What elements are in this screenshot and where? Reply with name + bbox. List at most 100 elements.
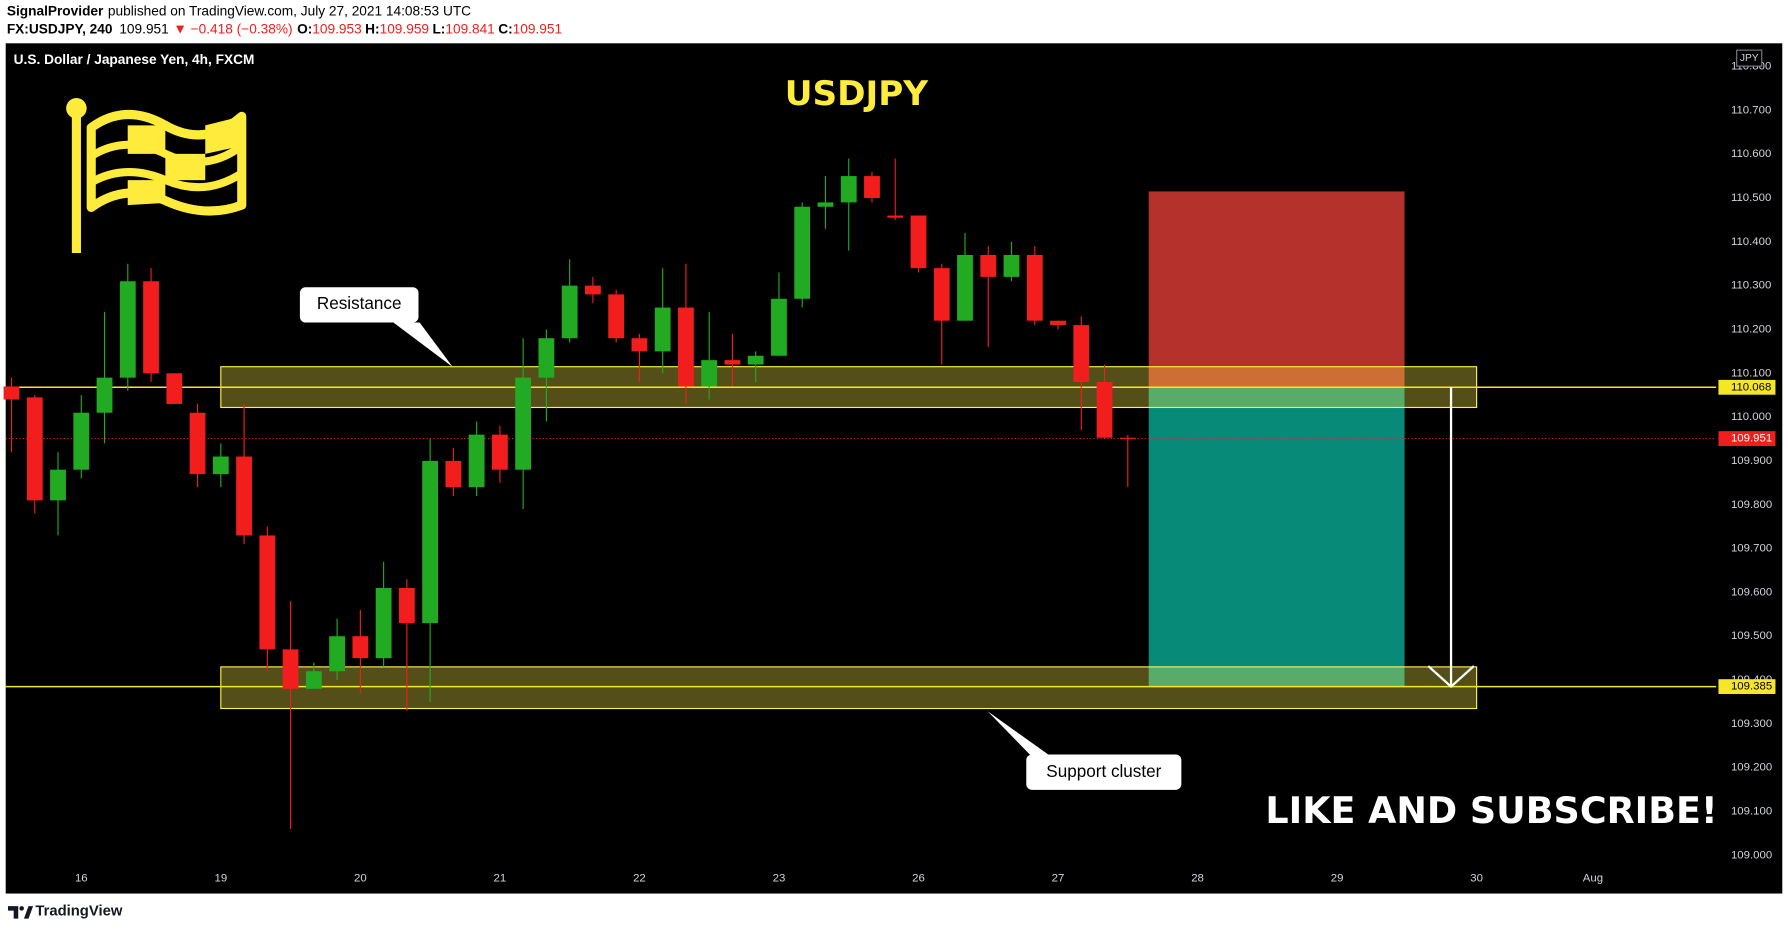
candle-body [50,469,66,501]
support-zone [220,666,1478,710]
y-tick-label: 109.600 [1731,586,1772,598]
footer-logo: TradingView [7,904,123,920]
currency-badge: JPY [1736,49,1763,67]
footer-brand: TradingView [35,904,122,920]
candle-body [236,456,252,536]
y-tick-label: 109.000 [1731,849,1772,861]
y-tick-label: 110.100 [1731,367,1771,379]
target-zone [1148,387,1405,687]
y-tick-label: 110.200 [1731,323,1771,335]
candle-body [166,373,183,404]
support-callout: Support cluster [987,711,1182,790]
header-line: SignalProvider published on TradingView.c… [7,3,471,18]
candle-body [840,176,857,203]
candle-body [143,281,159,374]
x-tick-label: 20 [354,873,367,885]
plot-back [1148,191,1405,687]
candle-body [212,456,229,475]
candle-body [189,412,206,475]
x-tick-label: 27 [1052,873,1065,885]
candle-body [305,671,322,689]
candle-body [422,460,439,624]
candle-body [1003,254,1020,277]
y-tick-label: 110.500 [1731,192,1771,204]
y-tick-label: 109.100 [1731,806,1772,818]
candle-body [3,386,20,400]
x-tick-label: 21 [494,873,507,885]
x-tick-label: 30 [1470,873,1483,885]
x-tick-label: 16 [75,873,88,885]
flag-icon [66,98,247,254]
candle-body [515,377,532,470]
candle-body [73,412,90,470]
candle-body [561,285,578,339]
candle-body [794,206,811,299]
author: SignalProvider [7,3,104,18]
candle-body [1119,437,1136,439]
y-tick-label: 109.500 [1731,630,1772,642]
support-label: Support cluster [1046,762,1161,781]
plot-candles [3,158,1136,830]
resistance-label: Resistance [317,294,402,313]
candle-body [96,377,113,413]
candle-body [747,355,764,365]
h-value: 109.959 [380,21,429,36]
candle-body [1096,382,1113,438]
y-tick-label: 110.000 [1731,411,1771,423]
o-label: O: [297,21,312,36]
candle-body [701,360,718,387]
y-tick-label: 110.700 [1731,104,1771,116]
x-tick-label: 22 [633,873,646,885]
y-tick-label: 110.600 [1731,148,1771,160]
candle-body [398,588,415,624]
l-value: 109.841 [445,21,494,36]
symbol-line: FX:USDJPY, 240 109.951 ▼ −0.418 (−0.38%) O:… [7,21,562,36]
y-tick-label: 109.300 [1731,718,1772,730]
candle-body [538,338,555,378]
candle-body [817,202,834,207]
candle-body [352,636,369,659]
candle-body [259,535,276,650]
candle-body [375,588,392,659]
l-label: L: [432,21,445,36]
candle-body [329,636,346,672]
y-tick-label: 109.900 [1731,455,1772,467]
candle-body [771,298,787,356]
candle-body [957,254,973,321]
candle-body [910,215,927,269]
y-tick-label: 110.300 [1731,280,1771,292]
stop-zone [1148,191,1405,388]
candle-body [26,397,43,501]
c-label: C: [498,21,512,36]
price-badge [1718,431,1776,446]
price-badge [1718,379,1776,395]
candle-body [933,268,950,321]
candle-body [445,460,462,488]
candle-body [468,434,485,488]
candle-body [864,176,880,198]
candle-body [1050,320,1066,326]
candle-body [1026,254,1043,321]
candle-body [678,307,694,387]
candle-body [491,434,508,470]
x-tick-label: 28 [1191,873,1204,885]
chart-subtitle: U.S. Dollar / Japanese Yen, 4h, FXCM [14,52,255,67]
candle-body [887,215,904,218]
x-tick-label: Aug [1583,873,1603,885]
chart-background [5,43,1783,894]
y-tick-label: 109.800 [1731,499,1772,511]
candle-body [724,360,741,365]
price-badge-label: 110.068 [1731,381,1771,393]
x-tick-label: 23 [773,873,786,885]
candle-body [119,281,136,378]
x-tick-label: 26 [912,873,925,885]
resistance-callout: Resistance [299,287,453,367]
symbol: FX:USDJPY, 240 [7,21,113,36]
y-tick-label: 109.200 [1731,762,1772,774]
c-value: 109.951 [513,21,562,36]
published: published on TradingView.com, July 27, 2… [108,3,471,18]
y-tick-label: 109.700 [1731,543,1772,555]
candle-body [980,254,997,277]
o-value: 109.953 [312,21,361,36]
